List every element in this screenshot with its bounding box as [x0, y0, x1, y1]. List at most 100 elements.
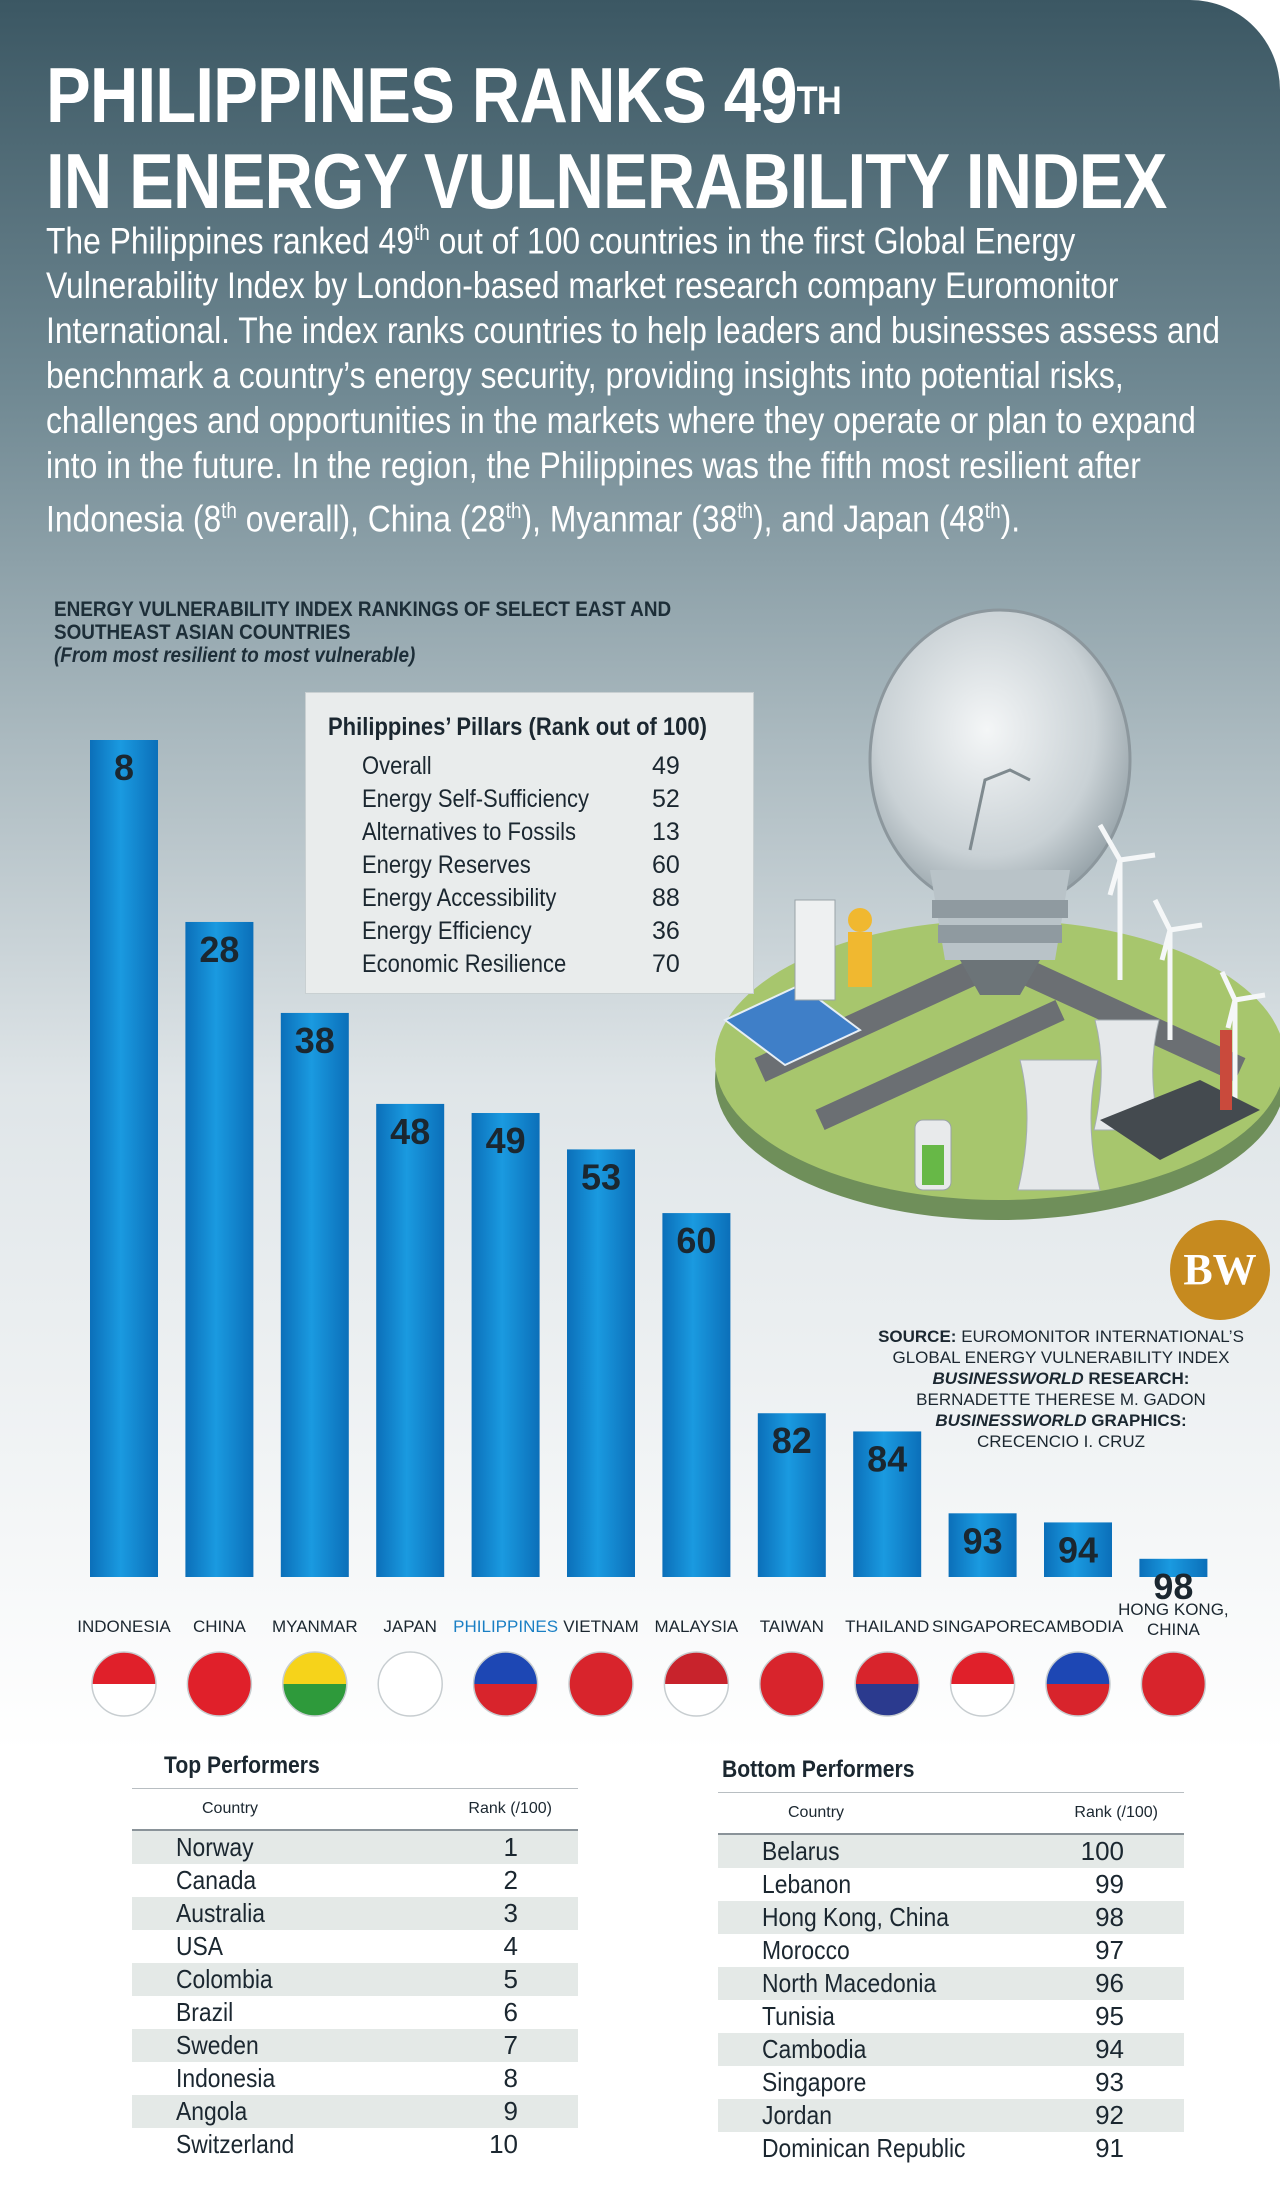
top-performers-rows: Norway 1 Canada 2 Australia 3 USA 4 Colombia 5 Bra… [132, 1831, 578, 2161]
bar-china [185, 921, 254, 1577]
table-row: Dominican Republic 91 [718, 2132, 1184, 2165]
table-row: North Macedonia 96 [718, 1967, 1184, 2000]
bottom-col-country: Country [788, 1804, 845, 1821]
category-label: THAILAND [845, 1617, 929, 1636]
bar-value-label: 8 [114, 747, 134, 788]
headline-line1: PHILIPPINES RANKS 49 [46, 51, 798, 139]
bar-value-label: 38 [295, 1020, 335, 1061]
table-row: Brazil 6 [132, 1996, 578, 2029]
pillar-row-rank: 13 [652, 818, 680, 846]
category-label: MYANMAR [272, 1617, 358, 1636]
pillars-box: Philippines’ Pillars (Rank out of 100) O… [306, 693, 753, 993]
table-row: Norway 1 [132, 1831, 578, 1864]
bottom-performers-rows: Belarus 100 Lebanon 99 Hong Kong, China 98 Mor… [718, 1835, 1184, 2165]
pillar-row-rank: 36 [652, 917, 680, 945]
table-row: Switzerland 10 [132, 2128, 578, 2161]
table-row-name: Brazil [176, 1997, 234, 2027]
top-performers-header: Country Rank (/100) [132, 1788, 578, 1831]
research-credit: BERNADETTE THERESE M. GADON [916, 1390, 1206, 1409]
flag-icon [91, 1651, 157, 1717]
table-row-name: Australia [176, 1898, 266, 1928]
source-label: SOURCE: [878, 1327, 957, 1346]
table-row-rank: 3 [503, 1898, 518, 1928]
bar-value-label: 53 [581, 1156, 621, 1197]
intro-text-6: ). [1000, 498, 1021, 540]
intro-paragraph: The Philippines ranked 49th out of 100 c… [46, 210, 1224, 542]
flag-icon [377, 1651, 443, 1717]
table-row-name: Canada [176, 1865, 257, 1895]
table-row-rank: 91 [1095, 2133, 1124, 2163]
table-row-name: Tunisia [762, 2001, 835, 2031]
bar-japan [376, 1103, 445, 1577]
flag-icon [759, 1651, 825, 1717]
graphics-credit: CRECENCIO I. CRUZ [976, 1432, 1146, 1451]
bar-value-label: 48 [390, 1111, 430, 1152]
table-row-rank: 95 [1095, 2001, 1124, 2031]
chart-subtitle: (From most resilient to most vulnerable) [54, 644, 416, 667]
chart-title-text: ENERGY VULNERABILITY INDEX RANKINGS OF S… [54, 598, 672, 644]
top-col-rank: Rank (/100) [468, 1800, 552, 1817]
table-row-name: Colombia [176, 1964, 273, 1994]
flag-icon [186, 1651, 253, 1717]
table-row: Lebanon 99 [718, 1868, 1184, 1901]
bar-value-label: 94 [1058, 1529, 1098, 1570]
table-row: Angola 9 [132, 2095, 578, 2128]
table-row-name: Lebanon [762, 1869, 852, 1899]
table-row-rank: 96 [1095, 1968, 1124, 1998]
table-row-rank: 10 [489, 2129, 518, 2159]
pillar-row-rank: 52 [652, 785, 680, 813]
worker-icon [794, 899, 872, 1001]
category-label: CHINA [193, 1617, 247, 1636]
table-row-name: Singapore [762, 2067, 867, 2097]
table-row-rank: 97 [1095, 1935, 1124, 1965]
table-row-rank: 92 [1095, 2100, 1124, 2130]
table-row-rank: 7 [503, 2030, 518, 2060]
pillar-row-name: Economic Resilience [362, 950, 567, 978]
bar-philippines [471, 1113, 540, 1577]
table-row-rank: 99 [1095, 1869, 1124, 1899]
table-row: Tunisia 95 [718, 2000, 1184, 2033]
source-credits: SOURCE: EUROMONITOR INTERNATIONAL’S GLOB… [846, 1326, 1276, 1452]
graphics-label-suffix: GRAPHICS: [1086, 1411, 1187, 1430]
table-row-name: North Macedonia [762, 1968, 937, 1998]
bar-value-label: 60 [676, 1220, 716, 1261]
source-text: EUROMONITOR INTERNATIONAL’S GLOBAL ENERG… [892, 1327, 1244, 1367]
table-row-name: Cambodia [762, 2034, 867, 2064]
table-row: Sweden 7 [132, 2029, 578, 2062]
table-row: Cambodia 94 [718, 2033, 1184, 2066]
table-row-rank: 2 [503, 1865, 518, 1895]
battery-icon [914, 1119, 952, 1191]
intro-sup-1: th [413, 220, 430, 245]
table-row-rank: 93 [1095, 2067, 1124, 2097]
category-label: CAMBODIA [1033, 1617, 1124, 1636]
bottom-col-rank: Rank (/100) [1074, 1804, 1158, 1821]
bar-singapore [948, 1513, 1017, 1577]
pillar-row-rank: 49 [652, 752, 680, 780]
light-bulb-icon [868, 608, 1132, 995]
pillar-row: Alternatives to Fossils 13 [306, 816, 753, 849]
headline-superscript: TH [796, 79, 842, 123]
table-row: Colombia 5 [132, 1963, 578, 1996]
category-label: TAIWAN [760, 1617, 824, 1636]
pillar-row: Energy Accessibility 88 [306, 882, 753, 915]
intro-text-4: ), Myanmar (38 [521, 498, 738, 540]
table-row-name: Hong Kong, China [762, 1902, 949, 1932]
research-label-suffix: RESEARCH: [1083, 1369, 1190, 1388]
cooling-tower-icon [1017, 1019, 1161, 1191]
intro-text-5: ), and Japan (48 [753, 498, 985, 540]
energy-city-illustration [715, 608, 1280, 1220]
bar-malaysia [662, 1213, 731, 1577]
table-row-name: Belarus [762, 1836, 840, 1866]
pillar-row-name: Energy Efficiency [362, 917, 532, 945]
top-performers-table: Top Performers Country Rank (/100) Norwa… [132, 1752, 578, 2161]
table-row-rank: 94 [1095, 2034, 1124, 2064]
factory-icon [1100, 1030, 1260, 1160]
category-label: MALAYSIA [655, 1617, 739, 1636]
table-row-name: Norway [176, 1832, 254, 1862]
table-row: Indonesia 8 [132, 2062, 578, 2095]
table-row-rank: 8 [503, 2063, 518, 2093]
category-label: INDONESIA [77, 1617, 171, 1636]
table-row-name: Dominican Republic [762, 2133, 966, 2163]
bar-vietnam [567, 1149, 635, 1577]
